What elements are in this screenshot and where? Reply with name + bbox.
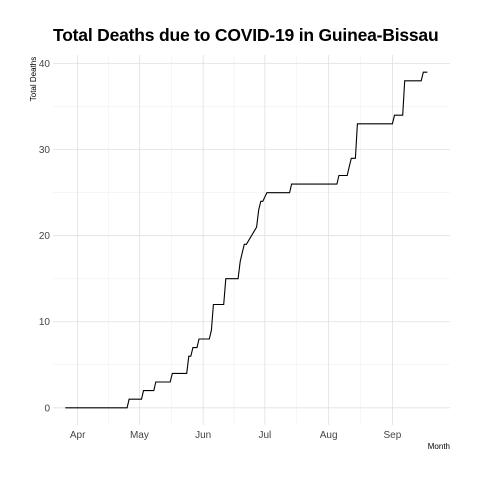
- y-tick-label: 30: [39, 145, 51, 156]
- y-tick-label: 20: [39, 231, 51, 242]
- series-line: [65, 72, 427, 408]
- x-tick-label: Apr: [70, 430, 86, 441]
- x-tick-label: Jun: [195, 430, 211, 441]
- x-tick-label: May: [130, 430, 149, 441]
- x-tick-label: Sep: [384, 430, 402, 441]
- y-tick-label: 40: [39, 59, 51, 70]
- x-axis-label: Month: [428, 442, 450, 451]
- series-layer: [65, 72, 427, 408]
- tick-labels: 0 10 20 30 40 Apr May Jun Jul Aug Sep: [39, 59, 402, 441]
- y-tick-label: 0: [44, 403, 50, 414]
- grid-lines: [53, 55, 450, 425]
- y-axis-label: Total Deaths: [29, 57, 38, 101]
- x-tick-label: Aug: [320, 430, 338, 441]
- x-tick-label: Jul: [258, 430, 271, 441]
- y-tick-label: 10: [39, 317, 51, 328]
